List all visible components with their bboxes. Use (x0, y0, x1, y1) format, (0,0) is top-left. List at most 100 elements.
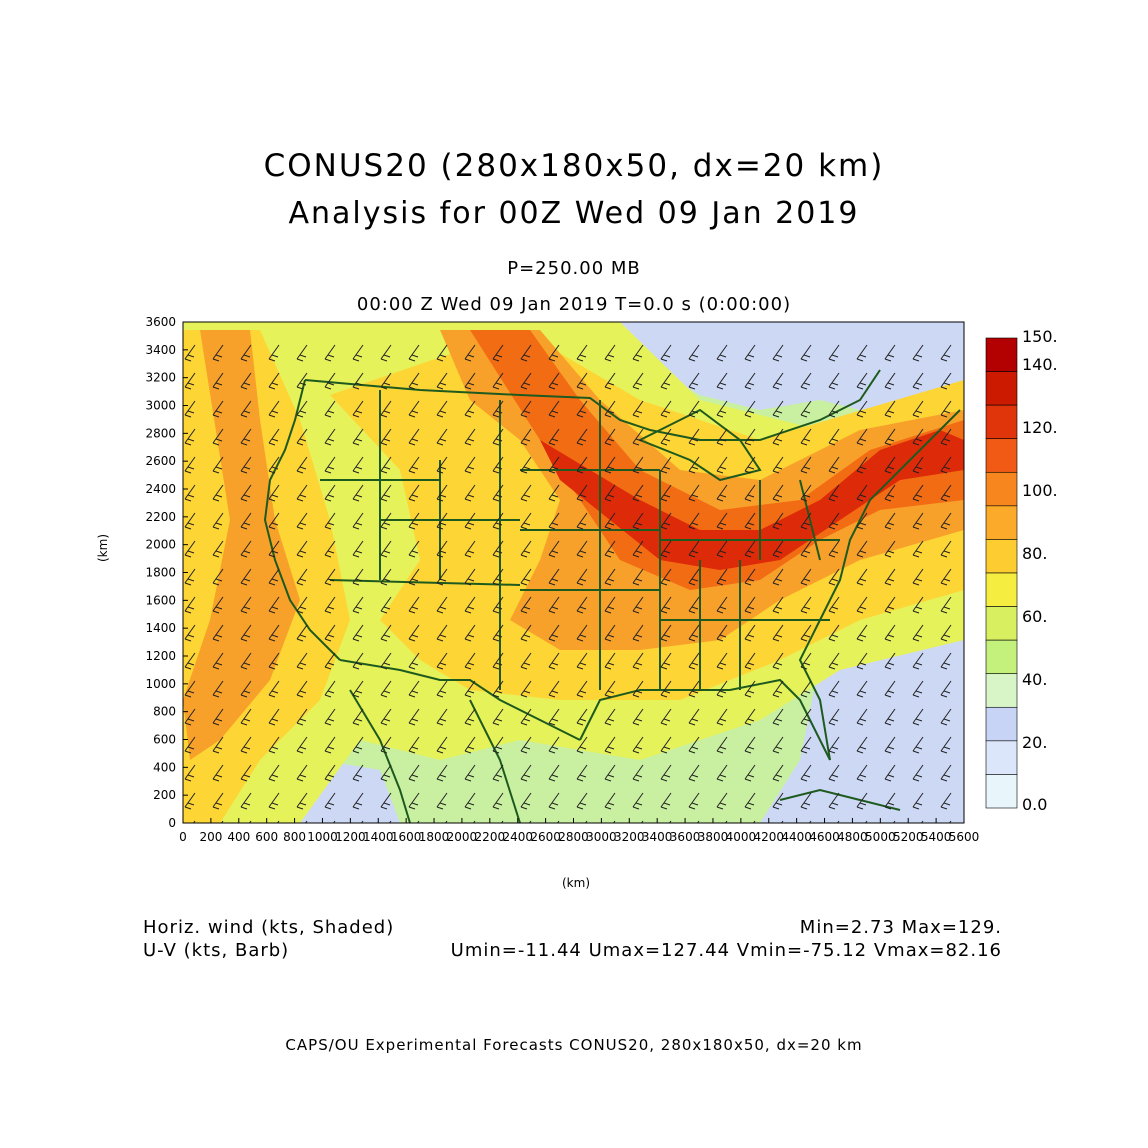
wind-barb (380, 708, 392, 726)
wind-barb (464, 596, 476, 614)
wind-barb (912, 736, 924, 754)
wind-barb (744, 400, 756, 418)
wind-barb (380, 456, 392, 474)
wind-barb (268, 400, 280, 418)
colorbar-swatch (985, 371, 1018, 406)
wind-barb (576, 568, 588, 586)
wind-barb (464, 568, 476, 586)
wind-barb (464, 428, 476, 446)
wind-barb (296, 680, 308, 698)
y-tick-label: 600 (153, 733, 176, 747)
wind-barb (352, 652, 364, 670)
x-tick-label: 2600 (530, 830, 561, 844)
wind-barb (492, 484, 504, 502)
wind-barb (184, 736, 196, 754)
wind-barb (212, 484, 224, 502)
x-axis-ticks: 0 200 400 600 800 100012001400160018002000220… (179, 818, 979, 844)
wind-barb (688, 736, 700, 754)
x-tick-label: 600 (255, 830, 278, 844)
wind-barb (800, 652, 812, 670)
wind-barb (604, 484, 616, 502)
wind-barb (800, 764, 812, 782)
wind-barb (408, 456, 420, 474)
x-tick-label: 5600 (949, 830, 980, 844)
wind-barb (744, 540, 756, 558)
wind-barb (184, 512, 196, 530)
wind-barb (828, 372, 840, 390)
wind-barb (184, 764, 196, 782)
x-tick-label: 2800 (558, 830, 589, 844)
colorbar-swatch (985, 471, 1018, 507)
wind-barb (856, 764, 868, 782)
wind-barb (856, 708, 868, 726)
wind-barb (212, 400, 224, 418)
wind-barb (660, 652, 672, 670)
wind-barb (240, 456, 252, 474)
wind-barb (268, 652, 280, 670)
x-tick-label: 4600 (809, 830, 840, 844)
wind-barb (520, 792, 532, 810)
wind-barb (184, 540, 196, 558)
wind-barb (716, 428, 728, 446)
wind-barb (240, 512, 252, 530)
wind-barb (464, 484, 476, 502)
wind-barb (240, 428, 252, 446)
wind-barb (408, 484, 420, 502)
wind-barb (212, 736, 224, 754)
wind-barb (688, 456, 700, 474)
wind-barb (772, 344, 784, 362)
wind-barb (744, 736, 756, 754)
wind-barb (856, 540, 868, 558)
wind-barb (660, 596, 672, 614)
wind-barb (296, 792, 308, 810)
wind-barb (912, 484, 924, 502)
wind-barb (744, 708, 756, 726)
wind-barb (240, 680, 252, 698)
wind-barb (268, 484, 280, 502)
wind-barb (520, 400, 532, 418)
wind-barb (772, 596, 784, 614)
wind-barb (436, 708, 448, 726)
wind-barb (604, 540, 616, 558)
wind-barb (212, 652, 224, 670)
wind-barb (436, 372, 448, 390)
wind-barb (772, 372, 784, 390)
wind-barb (744, 792, 756, 810)
wind-barb (660, 456, 672, 474)
wind-barb (520, 680, 532, 698)
wind-barb (912, 400, 924, 418)
colorbar-label: 60. (1022, 607, 1047, 626)
wind-barb (632, 736, 644, 754)
strong-region-west-coast (183, 330, 300, 760)
colorbar-swatch (985, 639, 1018, 675)
wind-barb (912, 372, 924, 390)
wind-barb (912, 512, 924, 530)
wind-barb (828, 568, 840, 586)
wind-barb (576, 680, 588, 698)
wind-barb (856, 792, 868, 810)
wind-barb (940, 680, 952, 698)
wind-barb (604, 652, 616, 670)
colorbar: 150. 140. 120. 100. 80. 60. 40. 20. 0.0 (985, 327, 1058, 814)
y-tick-label: 3600 (145, 315, 176, 329)
wind-barb (576, 540, 588, 558)
wind-barb (548, 708, 560, 726)
x-tick-label: 2200 (475, 830, 506, 844)
wind-barb (352, 428, 364, 446)
wind-barb (884, 512, 896, 530)
us-west-coastline (263, 379, 341, 661)
colorbar-swatch (985, 774, 1018, 809)
wind-barb (744, 568, 756, 586)
wind-barb (576, 792, 588, 810)
wind-barb (296, 624, 308, 642)
wind-barb (240, 708, 252, 726)
wind-barb (436, 428, 448, 446)
wind-barb (548, 680, 560, 698)
wind-barb (268, 624, 280, 642)
wind-barb (744, 456, 756, 474)
wind-barb (548, 400, 560, 418)
wind-barb (688, 652, 700, 670)
wind-barb (632, 372, 644, 390)
y-tick-label: 400 (153, 760, 176, 774)
wind-barb (772, 792, 784, 810)
